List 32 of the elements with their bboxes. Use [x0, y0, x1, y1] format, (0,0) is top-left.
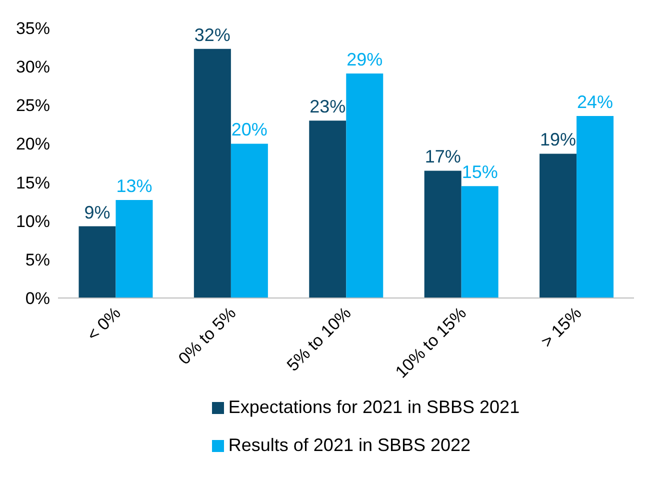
data-label: 24%: [577, 92, 614, 112]
bar: [230, 144, 268, 298]
data-label: 17%: [424, 146, 461, 167]
y-tick-label: 5%: [25, 250, 50, 270]
y-tick-label: 10%: [16, 212, 50, 231]
y-tick-label: 35%: [16, 19, 50, 38]
y-tick-label: 30%: [16, 58, 50, 77]
data-label: 9%: [84, 202, 110, 222]
y-tick-label: 0%: [25, 289, 50, 308]
data-label: 23%: [310, 96, 346, 117]
bar: [116, 200, 153, 298]
x-tick-label: < 0%: [83, 303, 124, 345]
bar: [461, 186, 498, 298]
data-label: 15%: [462, 162, 498, 182]
data-label: 32%: [194, 24, 230, 45]
y-tick-label: 20%: [16, 134, 50, 154]
y-tick-label: 15%: [16, 173, 50, 192]
data-label: 20%: [231, 120, 268, 140]
data-label: 13%: [116, 176, 152, 196]
data-label: 29%: [346, 50, 383, 70]
bar: [424, 170, 462, 298]
bar: [346, 74, 384, 298]
x-tick-label: 0% to 5%: [174, 303, 240, 368]
data-label: 19%: [540, 130, 576, 150]
legend-label: Results of 2021 in SBBS 2022: [228, 435, 471, 455]
bar: [540, 154, 577, 298]
bar: [194, 48, 231, 298]
bar: [309, 120, 346, 298]
bar: [78, 226, 116, 298]
y-tick-label: 25%: [16, 96, 50, 116]
bar: [576, 116, 614, 298]
legend-label: Expectations for 2021 in SBBS 2021: [228, 397, 520, 417]
